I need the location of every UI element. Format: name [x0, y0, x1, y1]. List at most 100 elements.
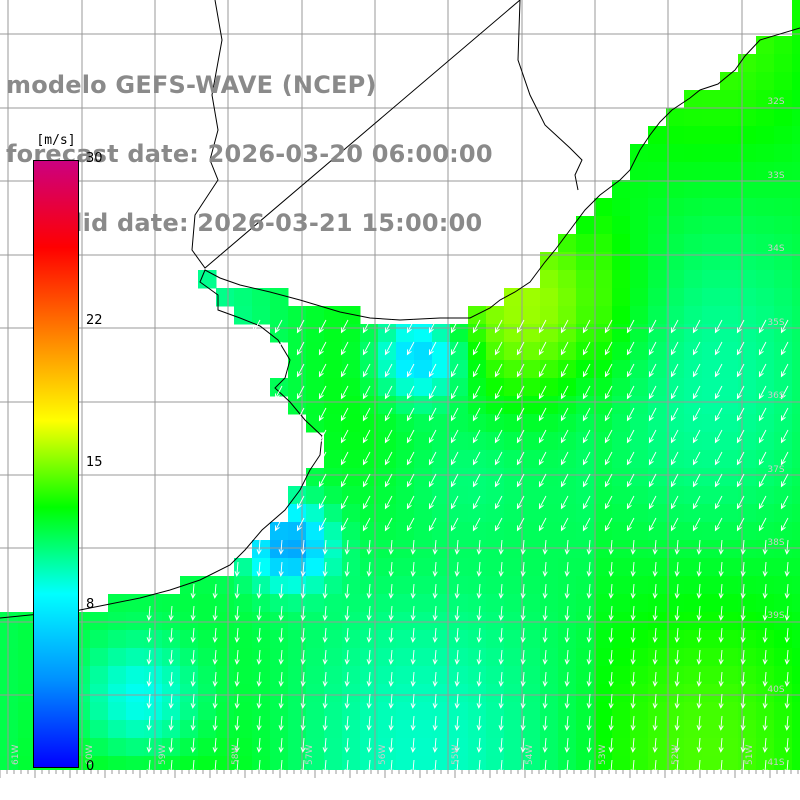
wind-arrow — [388, 561, 394, 577]
wind-speed-cell — [522, 432, 541, 451]
wind-arrow — [652, 737, 658, 753]
wind-speed-cell — [414, 648, 433, 667]
wind-speed-cell — [702, 738, 721, 757]
wind-arrow — [630, 649, 636, 665]
wind-arrow — [626, 341, 635, 356]
wind-arrow — [384, 473, 393, 488]
wind-arrow — [388, 737, 394, 753]
wind-speed-cell — [720, 504, 739, 523]
wind-speed-cell — [738, 324, 757, 343]
wind-speed-cell — [792, 36, 800, 55]
wind-speed-cell — [342, 648, 361, 667]
wind-speed-cell — [180, 648, 199, 667]
wind-speed-cell — [630, 594, 649, 613]
wind-speed-cell — [612, 270, 631, 289]
colorbar-tick-label: 0 — [86, 759, 95, 774]
wind-arrow — [190, 649, 196, 665]
wind-arrow — [234, 583, 240, 599]
wind-speed-cell — [792, 540, 800, 559]
wind-speed-cell — [216, 288, 235, 307]
wind-arrow — [454, 561, 460, 577]
wind-arrow — [494, 363, 503, 378]
wind-speed-cell — [702, 684, 721, 703]
wind-speed-cell — [612, 720, 631, 739]
wind-arrow — [780, 363, 789, 378]
wind-arrow — [366, 715, 372, 731]
wind-speed-cell — [756, 468, 775, 487]
wind-arrow — [608, 737, 614, 753]
wind-speed-cell — [666, 522, 685, 541]
wind-arrow — [274, 385, 283, 400]
wind-arrow — [560, 341, 569, 356]
wind-arrow — [472, 429, 481, 444]
wind-speed-cell — [450, 414, 469, 433]
wind-speed-cell — [486, 612, 505, 631]
wind-arrow — [234, 671, 240, 687]
wind-speed-cell — [720, 738, 739, 757]
wind-speed-cell — [576, 540, 595, 559]
wind-arrow — [560, 429, 569, 444]
wind-arrow — [564, 649, 570, 665]
wind-speed-cell — [720, 216, 739, 235]
wind-arrow — [318, 517, 327, 532]
wind-arrow — [366, 737, 372, 753]
wind-arrow — [234, 715, 240, 731]
wind-speed-cell — [702, 720, 721, 739]
wind-speed-cell — [756, 234, 775, 253]
wind-speed-cell — [720, 414, 739, 433]
wind-speed-cell — [396, 414, 415, 433]
wind-speed-cell — [684, 720, 703, 739]
wind-arrow — [318, 473, 327, 488]
wind-speed-cell — [522, 414, 541, 433]
wind-speed-cell — [468, 594, 487, 613]
wind-arrow — [564, 627, 570, 643]
wind-speed-cell — [324, 720, 343, 739]
wind-speed-cell — [594, 396, 613, 415]
wind-speed-cell — [324, 324, 343, 343]
wind-speed-cell — [774, 504, 793, 523]
wind-arrow — [564, 539, 570, 555]
wind-speed-cell — [540, 540, 559, 559]
wind-arrow — [542, 605, 548, 621]
wind-speed-cell — [792, 720, 800, 739]
wind-speed-cell — [774, 702, 793, 721]
wind-speed-cell — [738, 540, 757, 559]
wind-arrow — [740, 693, 746, 709]
wind-arrow — [406, 451, 415, 466]
wind-speed-cell — [594, 378, 613, 397]
wind-speed-cell — [540, 450, 559, 469]
wind-speed-cell — [630, 612, 649, 631]
wind-speed-cell — [558, 576, 577, 595]
wind-speed-cell — [702, 144, 721, 163]
wind-speed-cell — [342, 432, 361, 451]
wind-speed-cell — [252, 756, 271, 775]
wind-arrow — [718, 671, 724, 687]
wind-speed-cell — [450, 522, 469, 541]
wind-speed-cell — [720, 234, 739, 253]
wind-speed-cell — [612, 594, 631, 613]
wind-arrow — [344, 539, 350, 555]
wind-arrow — [740, 737, 746, 753]
wind-speed-cell — [594, 504, 613, 523]
wind-arrow — [762, 605, 768, 621]
wind-speed-cell — [540, 432, 559, 451]
wind-speed-cell — [756, 522, 775, 541]
wind-arrow — [256, 539, 262, 555]
wind-arrow — [758, 517, 767, 532]
wind-speed-cell — [756, 180, 775, 199]
wind-speed-cell — [270, 630, 289, 649]
wind-arrow — [428, 495, 437, 510]
wind-speed-cell — [594, 306, 613, 325]
wind-speed-cell — [468, 720, 487, 739]
wind-arrow — [472, 385, 481, 400]
wind-speed-cell — [90, 666, 109, 685]
wind-speed-cell — [504, 486, 523, 505]
wind-speed-cell — [90, 684, 109, 703]
wind-arrow — [384, 495, 393, 510]
wind-arrow — [648, 451, 657, 466]
wind-speed-cell — [576, 738, 595, 757]
wind-speed-cell — [144, 756, 163, 775]
wind-arrow — [652, 561, 658, 577]
wind-speed-cell — [558, 468, 577, 487]
wind-arrow — [692, 495, 701, 510]
